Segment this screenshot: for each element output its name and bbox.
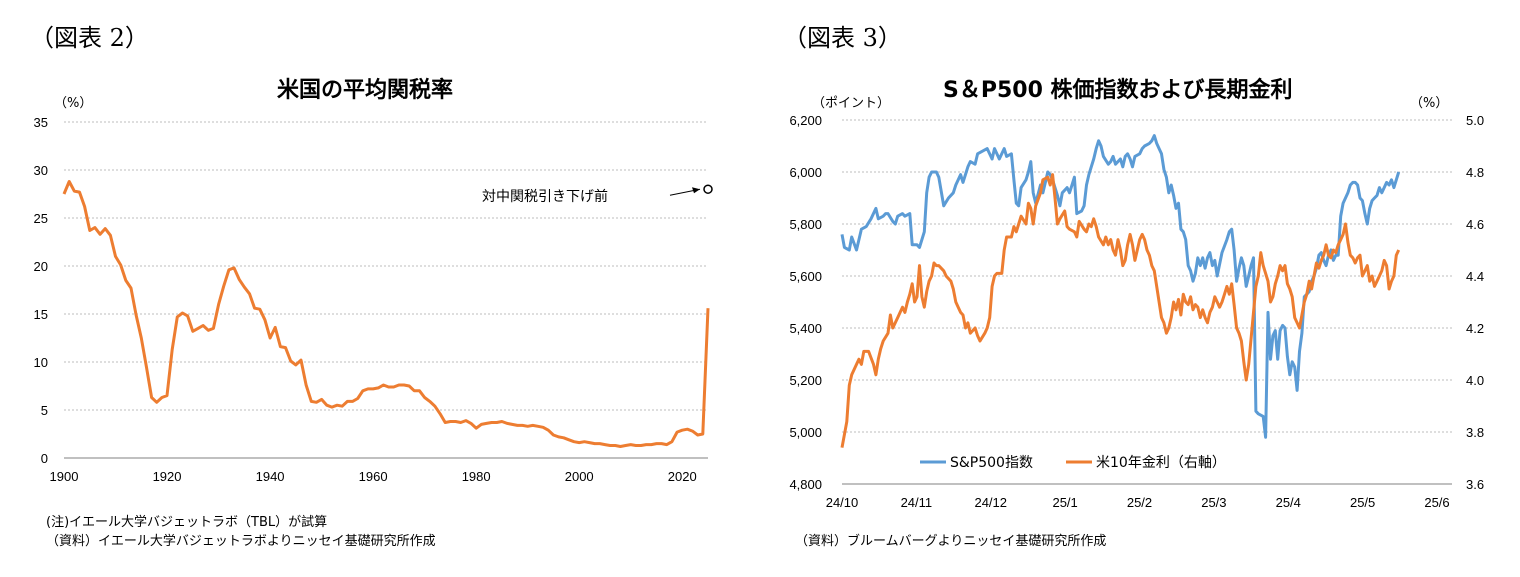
y-right-tick-label: 4.4 bbox=[1466, 269, 1484, 284]
sp500-line bbox=[840, 134, 1401, 439]
x-tick-label: 24/12 bbox=[974, 495, 1007, 510]
y-left-tick-label: 6,200 bbox=[789, 113, 822, 128]
tariff-rate-line bbox=[62, 180, 710, 448]
x-tick-label: 2020 bbox=[668, 469, 697, 484]
y-right-tick-label: 4.2 bbox=[1466, 321, 1484, 336]
us10y-yield-line bbox=[840, 173, 1401, 448]
y-tick-label: 25 bbox=[34, 211, 48, 226]
y-left-tick-label: 5,000 bbox=[789, 425, 822, 440]
fig3-title: S＆P500 株価指数および長期金利 bbox=[943, 78, 1293, 103]
x-tick-label: 1940 bbox=[256, 469, 285, 484]
y-tick-label: 30 bbox=[34, 163, 48, 178]
fig2-y-unit: （%） bbox=[54, 96, 93, 111]
x-tick-label: 1960 bbox=[359, 469, 388, 484]
fig2-source: （資料）イエール大学バジェットラボよりニッセイ基礎研究所作成 bbox=[46, 534, 436, 549]
annotation-arrowhead bbox=[692, 187, 700, 194]
fig2-title: 米国の平均関税率 bbox=[277, 78, 454, 103]
x-tick-label: 25/2 bbox=[1127, 495, 1152, 510]
y-left-tick-label: 4,800 bbox=[789, 477, 822, 492]
sp500-yield-chart: 4,800 3.6 5,000 3.8 5,200 4.0 5,400 4.2 5,600 4.4… bbox=[789, 113, 1484, 510]
y-tick-label: 35 bbox=[34, 115, 48, 130]
y-left-tick-label: 6,000 bbox=[789, 165, 822, 180]
y-left-tick-label: 5,600 bbox=[789, 269, 822, 284]
x-tick-label: 25/4 bbox=[1276, 495, 1301, 510]
y-tick-label: 10 bbox=[34, 355, 48, 370]
y-right-tick-label: 4.8 bbox=[1466, 165, 1484, 180]
y-tick-label: 20 bbox=[34, 259, 48, 274]
y-left-tick-label: 5,800 bbox=[789, 217, 822, 232]
y-tick-label: 5 bbox=[41, 403, 48, 418]
tariff-chart: 0 5 10 15 20 25 30 35 1900 1920 1940 1960 1980 2000 20… bbox=[34, 115, 713, 484]
legend-label-sp500: S&P500指数 bbox=[950, 455, 1033, 471]
fig3-y-unit-left: （ポイント） bbox=[812, 96, 891, 111]
x-tick-label: 25/6 bbox=[1424, 495, 1449, 510]
y-left-tick-label: 5,200 bbox=[789, 373, 822, 388]
fig2-note: (注)イエール大学バジェットラボ（TBL）が試算 bbox=[46, 515, 328, 530]
x-tick-label: 25/1 bbox=[1052, 495, 1077, 510]
x-tick-label: 24/10 bbox=[826, 495, 859, 510]
fig2-label: （図表 2） bbox=[30, 24, 149, 52]
y-right-tick-label: 5.0 bbox=[1466, 113, 1484, 128]
y-right-tick-label: 4.0 bbox=[1466, 373, 1484, 388]
fig3-label: （図表 3） bbox=[783, 24, 902, 52]
pre-cut-marker bbox=[703, 184, 713, 194]
y-tick-label: 0 bbox=[41, 451, 48, 466]
x-tick-label: 1920 bbox=[153, 469, 182, 484]
x-tick-label: 25/5 bbox=[1350, 495, 1375, 510]
x-tick-label: 1980 bbox=[462, 469, 491, 484]
x-tick-label: 1900 bbox=[50, 469, 79, 484]
fig3-source: （資料）ブルームバーグよりニッセイ基礎研究所作成 bbox=[795, 534, 1107, 549]
x-tick-label: 25/3 bbox=[1201, 495, 1226, 510]
fig3-y-unit-right: （%） bbox=[1410, 96, 1449, 111]
legend-label-yield: 米10年金利（右軸） bbox=[1096, 455, 1226, 471]
y-right-tick-label: 4.6 bbox=[1466, 217, 1484, 232]
y-right-tick-label: 3.8 bbox=[1466, 425, 1484, 440]
y-right-tick-label: 3.6 bbox=[1466, 477, 1484, 492]
y-tick-label: 15 bbox=[34, 307, 48, 322]
fig2-annotation: 対中関税引き下げ前 bbox=[482, 189, 608, 205]
y-left-tick-label: 5,400 bbox=[789, 321, 822, 336]
x-tick-label: 2000 bbox=[565, 469, 594, 484]
x-tick-label: 24/11 bbox=[901, 495, 933, 510]
